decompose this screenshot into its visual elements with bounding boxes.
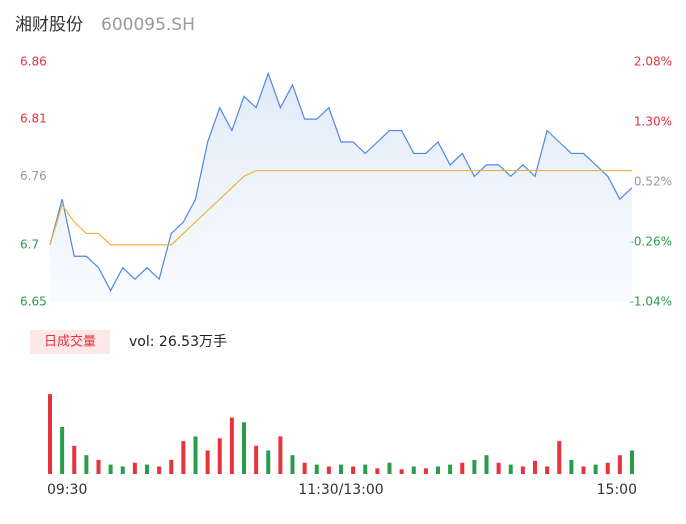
y2-tick-label: 0.52%	[634, 175, 672, 189]
volume-bar	[181, 441, 186, 474]
volume-bar	[254, 445, 259, 474]
volume-bar	[205, 450, 210, 474]
volume-bar	[84, 455, 89, 474]
y-tick-label: 6.81	[20, 112, 47, 126]
volume-bar	[96, 459, 101, 474]
y-tick-label: 6.7	[20, 237, 39, 251]
volume-bar	[593, 464, 598, 474]
y2-tick-label: 1.30%	[634, 115, 672, 129]
volume-bar	[48, 394, 52, 474]
chart-subtitle: 600095.SH	[101, 15, 195, 35]
volume-bar	[399, 469, 404, 474]
volume-bar	[630, 450, 634, 474]
price-line	[49, 71, 633, 292]
volume-bar	[266, 450, 271, 474]
volume-bar	[229, 417, 234, 474]
volume-bar	[411, 466, 416, 474]
volume-bar	[314, 464, 319, 474]
volume-bar	[460, 462, 465, 474]
volume-bar	[508, 464, 513, 474]
volume-bar	[423, 468, 428, 474]
volume-bar	[145, 464, 149, 474]
volume-bar	[533, 460, 537, 474]
volume-bar	[278, 436, 283, 474]
chart-title: 湘财股份	[15, 15, 83, 35]
volume-bar	[217, 438, 222, 474]
y-tick-label: 6.76	[20, 169, 47, 183]
volume-bar	[520, 466, 525, 474]
volume-bar	[617, 455, 622, 474]
volume-bar	[193, 436, 198, 474]
y2-tick-label: -0.26%	[630, 235, 672, 249]
volume-bar	[472, 459, 477, 474]
y-tick-label: 6.86	[20, 55, 47, 69]
x-tick-label: 15:00	[597, 482, 637, 498]
volume-legend-box	[30, 330, 110, 354]
volume-bar	[108, 464, 113, 474]
volume-bar	[169, 459, 174, 474]
x-tick-label: 09:30	[47, 482, 87, 498]
volume-bar	[72, 445, 77, 474]
volume-bar	[132, 462, 137, 474]
volume-bar	[326, 466, 331, 474]
volume-label: vol: 26.53万手	[129, 334, 227, 350]
volume-bar	[496, 462, 501, 474]
volume-bar	[120, 466, 125, 474]
price-area	[50, 73, 632, 302]
volume-bar	[545, 466, 550, 474]
volume-bar	[242, 422, 246, 474]
volume-bar	[569, 459, 574, 474]
y2-tick-label: 2.08%	[634, 55, 672, 69]
volume-bar	[302, 462, 307, 474]
volume-legend: 日成交量	[44, 334, 96, 350]
volume-bar	[557, 441, 562, 474]
volume-bar	[157, 466, 162, 474]
volume-bar	[581, 466, 586, 474]
volume-bar	[351, 466, 356, 474]
volume-bar	[60, 427, 65, 474]
volume-bar	[448, 464, 453, 474]
volume-bar	[436, 466, 440, 474]
volume-bar	[484, 455, 489, 474]
volume-bar	[605, 462, 610, 474]
volume-bar	[363, 464, 368, 474]
volume-bar	[339, 464, 343, 474]
volume-bar	[290, 455, 295, 474]
average-line	[49, 169, 632, 246]
y2-tick-label: -1.04%	[630, 295, 672, 309]
x-tick-label: 11:30/13:00	[298, 482, 383, 498]
volume-bar	[375, 468, 380, 474]
volume-bar	[387, 462, 392, 474]
y-tick-label: 6.65	[20, 295, 47, 309]
